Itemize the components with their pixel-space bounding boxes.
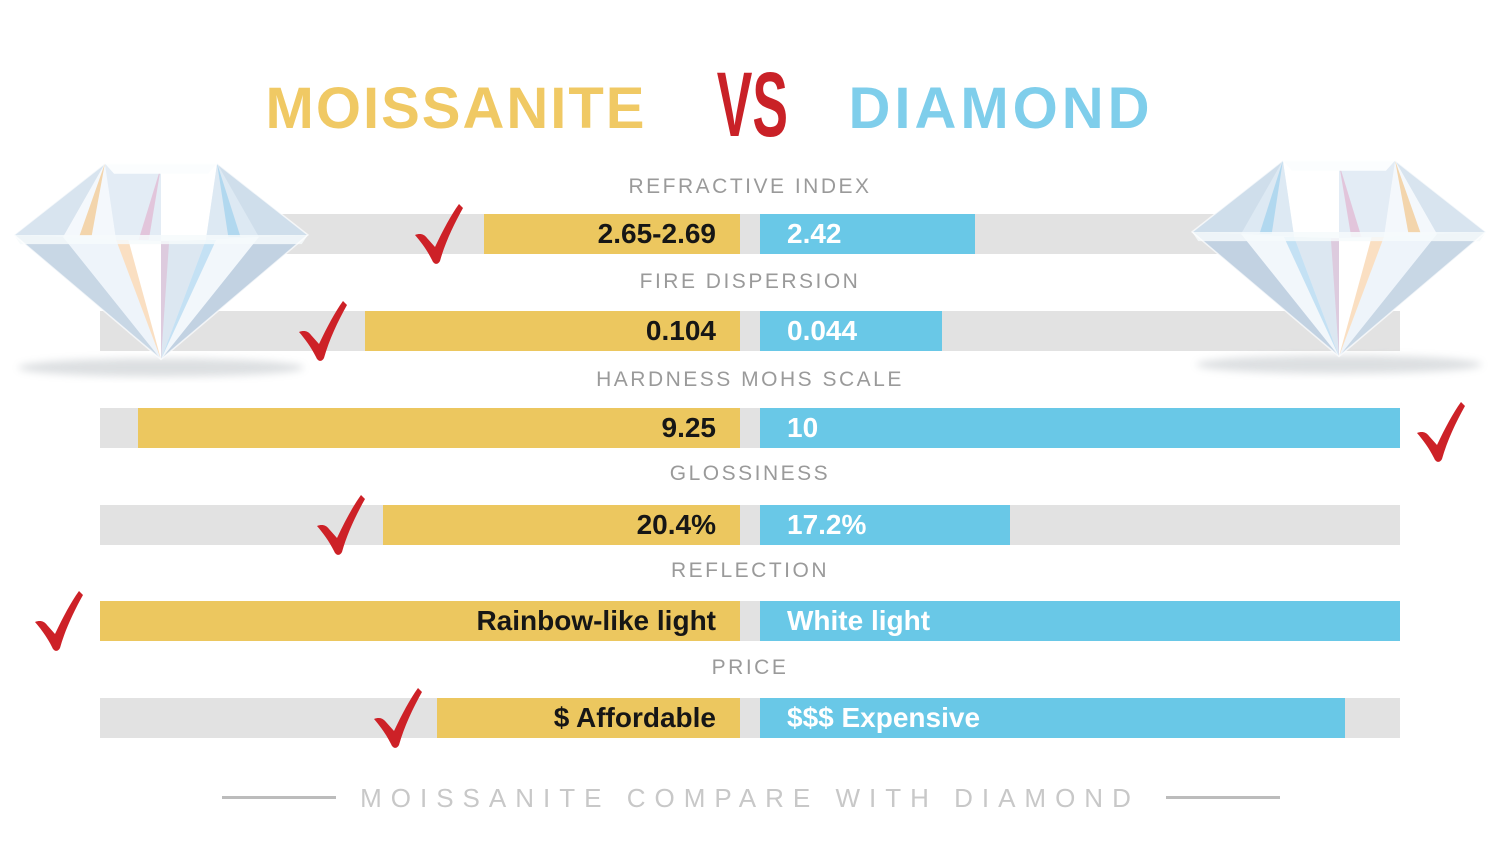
diamond-value: 17.2%	[787, 509, 867, 540]
row-label-hardness: HARDNESS MOHS SCALE	[596, 368, 904, 391]
row-label-price: PRICE	[711, 656, 789, 679]
bar-track	[100, 505, 1400, 545]
moissanite-bar: $ Affordable	[437, 698, 740, 738]
title-moissanite: MOISSANITE	[265, 76, 647, 141]
diamond-bar: 17.2%	[760, 505, 1010, 545]
moissanite-bar: 20.4%	[383, 505, 740, 545]
checkmark-icon	[413, 203, 463, 265]
diamond-bar: 2.42	[760, 214, 975, 254]
vs-label: VS	[716, 54, 788, 156]
row-label-reflection: REFLECTION	[670, 559, 829, 582]
diamond-value: 2.42	[787, 218, 842, 249]
moissanite-bar: 2.65-2.69	[484, 214, 740, 254]
bar-track	[100, 214, 1400, 254]
diamond-bar: $$$ Expensive	[760, 698, 1345, 738]
caption-line-right	[1166, 796, 1280, 799]
moissanite-bar: 0.104	[365, 311, 740, 351]
diamond-value: 10	[787, 412, 819, 443]
moissanite-value: Rainbow-like light	[476, 605, 716, 636]
diamond-value: 0.044	[787, 315, 858, 346]
moissanite-value: 0.104	[645, 315, 716, 346]
diamond-photo-left	[8, 143, 314, 383]
moissanite-value: 2.65-2.69	[597, 218, 716, 249]
caption-line-left	[222, 796, 336, 799]
moissanite-value: 9.25	[661, 412, 717, 443]
checkmark-icon	[1415, 399, 1465, 465]
footer-caption: MOISSANITE COMPARE WITH DIAMOND	[360, 783, 1140, 813]
row-label-fire-dispersion: FIRE DISPERSION	[639, 270, 861, 293]
checkmark-icon	[372, 687, 422, 749]
diamond-bar: 10	[760, 408, 1400, 448]
moissanite-value: $ Affordable	[553, 702, 716, 733]
checkmark-icon	[315, 494, 365, 556]
checkmark-icon	[33, 590, 83, 652]
row-label-refractive-index: REFRACTIVE INDEX	[628, 175, 872, 198]
diamond-bar: 0.044	[760, 311, 942, 351]
checkmark-icon	[297, 300, 347, 362]
moissanite-value: 20.4%	[636, 509, 716, 540]
diamond-value: White light	[787, 605, 931, 636]
title-diamond: DIAMOND	[848, 76, 1154, 141]
diamond-photo-right	[1186, 140, 1492, 380]
diamond-value: $$$ Expensive	[787, 702, 981, 733]
moissanite-bar: 9.25	[138, 408, 740, 448]
row-label-glossiness: GLOSSINESS	[669, 462, 831, 485]
diamond-bar: White light	[760, 601, 1400, 641]
moissanite-bar: Rainbow-like light	[100, 601, 740, 641]
title-vs: VS	[690, 54, 814, 156]
